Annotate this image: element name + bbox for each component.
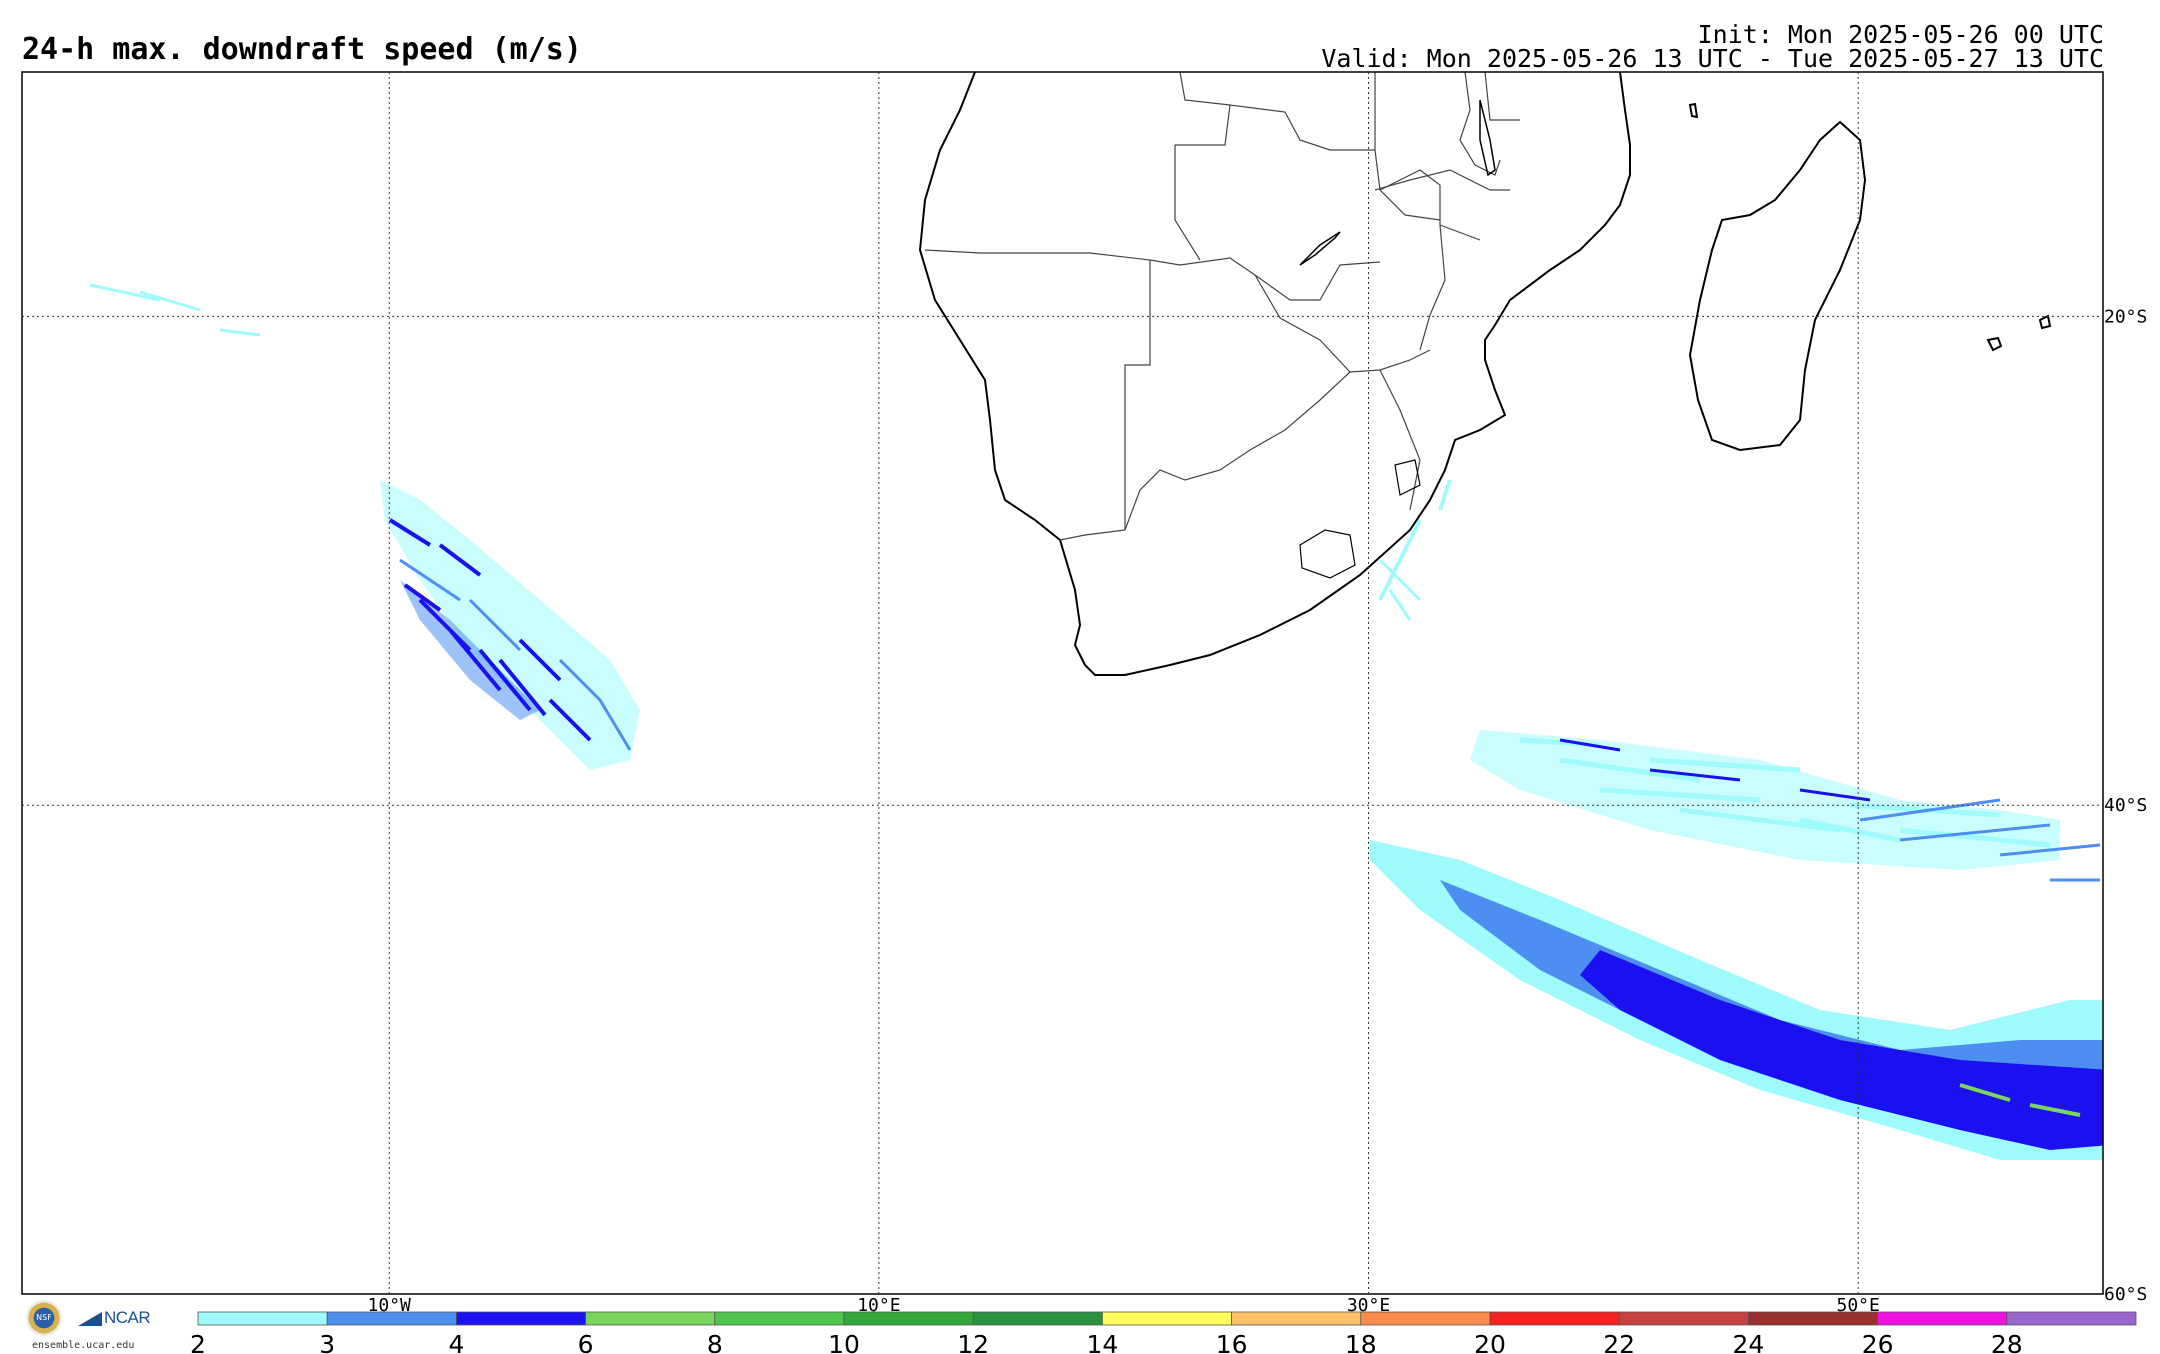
colorbar-swatch — [2006, 1311, 2137, 1326]
colorbar-swatch — [1231, 1311, 1362, 1326]
ncar-mark-icon — [78, 1312, 102, 1326]
country-borders — [924, 72, 1520, 541]
eswatini-border — [1394, 459, 1421, 496]
map-title: 24-h max. downdraft speed (m/s) — [22, 32, 582, 67]
field-cluster-southern — [1370, 840, 2103, 1160]
colorbar-swatch — [843, 1311, 974, 1326]
field-cluster-indian-mid — [1378, 558, 2101, 882]
ncar-logo: NCAR — [104, 1308, 151, 1327]
colorbar-tick-label: 3 — [319, 1330, 335, 1354]
lon-label: 30°E — [1347, 1295, 1390, 1316]
colorbar-swatch — [1102, 1311, 1233, 1326]
colorbar-tick-label: 18 — [1345, 1330, 1377, 1354]
colorbar-swatch — [455, 1311, 586, 1326]
lon-label: 50°E — [1836, 1295, 1879, 1316]
field-cluster-atlantic — [89, 283, 640, 770]
logo-area: NSF NCAR ensemble.ucar.edu — [22, 1300, 162, 1354]
colorbar-tick-label: 10 — [828, 1330, 860, 1354]
colorbar-tick-label: 2 — [190, 1330, 206, 1354]
site-url: ensemble.ucar.edu — [32, 1340, 135, 1351]
lat-label: 40°S — [2104, 795, 2147, 816]
comoros-coastline — [1688, 102, 1699, 119]
lon-label: 10°W — [368, 1295, 412, 1316]
colorbar-tick-label: 8 — [707, 1330, 723, 1354]
colorbar-swatch — [1489, 1311, 1620, 1326]
lesotho-border — [1299, 529, 1356, 579]
colorbar-swatch — [585, 1311, 716, 1326]
colorbar-tick-label: 28 — [1991, 1330, 2023, 1354]
colorbar-swatch — [1618, 1311, 1749, 1326]
colorbar-tick-label: 24 — [1732, 1330, 1764, 1354]
colorbar-swatch — [1360, 1311, 1491, 1326]
colorbar-tick-label: 20 — [1474, 1330, 1506, 1354]
colorbar-tick-label: 6 — [578, 1330, 594, 1354]
graticule — [22, 72, 2103, 1294]
valid-time: Valid: Mon 2025-05-26 13 UTC - Tue 2025-… — [1321, 44, 2104, 73]
colorbar-tick-label: 14 — [1086, 1330, 1118, 1354]
graticule-labels: 10°W 10°E 30°E 50°E 20°S 40°S 60°S — [368, 306, 2148, 1316]
init-time: Init: Mon 2025-05-26 00 UTC — [1697, 20, 2104, 49]
lake-kariba — [1299, 231, 1341, 266]
colorbar-swatch — [972, 1311, 1103, 1326]
colorbar-swatch — [197, 1311, 328, 1326]
reunion-coastline — [2038, 314, 2052, 330]
map-frame — [21, 71, 2104, 1295]
lake-malawi — [1479, 99, 1496, 177]
colorbar-swatch — [1748, 1311, 1879, 1326]
nsf-logo: NSF — [26, 1300, 62, 1336]
lat-label: 60°S — [2104, 1284, 2147, 1305]
colorbar-tick-label: 22 — [1603, 1330, 1635, 1354]
colorbar: 2 3 4 6 8 10 12 14 16 18 20 22 24 26 28 — [190, 1311, 2137, 1354]
lon-label: 10°E — [857, 1295, 900, 1316]
downdraft-field — [89, 283, 2103, 1160]
madagascar-coastline — [1688, 120, 1867, 452]
mauritius-coastline — [1986, 336, 2003, 352]
lat-label: 20°S — [2104, 306, 2147, 327]
colorbar-swatch — [714, 1311, 845, 1326]
colorbar-tick-label: 26 — [1862, 1330, 1894, 1354]
colorbar-swatch — [1877, 1311, 2008, 1326]
field-cluster-channel — [1378, 479, 1452, 601]
coastlines — [918, 72, 2052, 676]
colorbar-tick-label: 16 — [1216, 1330, 1248, 1354]
colorbar-tick-label: 12 — [957, 1330, 989, 1354]
colorbar-tick-label: 4 — [448, 1330, 464, 1354]
africa-coastline — [918, 72, 1631, 676]
colorbar-swatch — [326, 1311, 457, 1326]
